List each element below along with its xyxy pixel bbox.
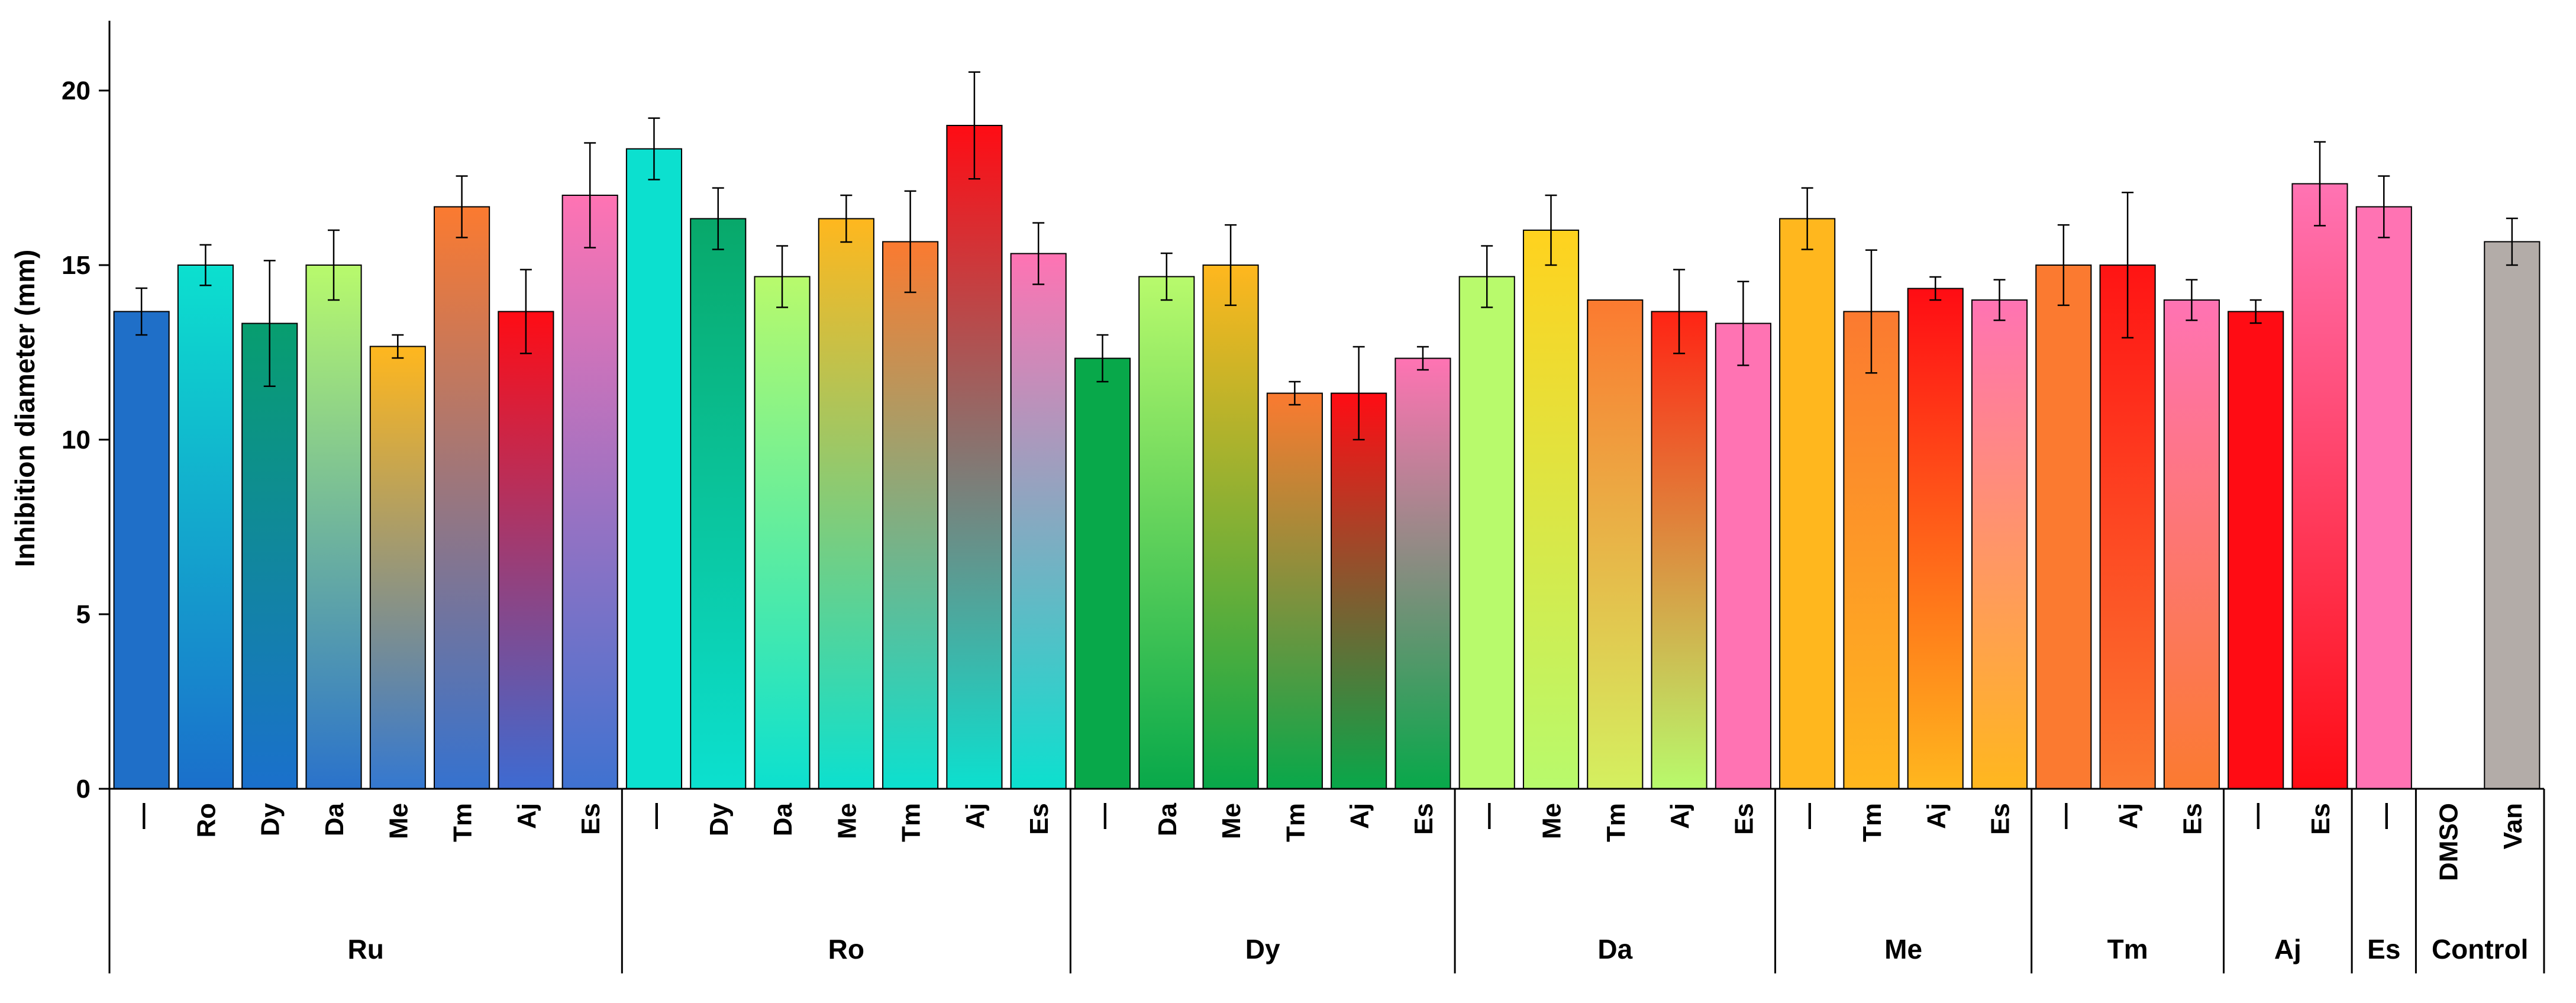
y-tick-label: 20 <box>62 76 91 105</box>
category-label: Es <box>1409 803 1438 835</box>
category-label: Me <box>384 803 413 839</box>
bar-ru-8 <box>561 195 618 789</box>
bar-dy-6 <box>1394 357 1451 789</box>
category-label: — <box>2242 803 2271 829</box>
category-label: Van <box>2498 803 2527 849</box>
category-label: Da <box>769 802 798 836</box>
bar-da-4 <box>1651 311 1707 789</box>
bar-dy-1 <box>1074 357 1131 789</box>
category-label: Da <box>1153 802 1182 836</box>
bar-ru-3 <box>241 322 298 789</box>
category-label: — <box>1089 803 1118 829</box>
group-label: Me <box>1884 934 1922 965</box>
category-label: Aj <box>961 803 990 829</box>
category-label: Dy <box>256 802 285 836</box>
category-label: — <box>2050 803 2079 829</box>
bar-da-3 <box>1587 299 1644 789</box>
bar-me-2 <box>1843 311 1900 789</box>
bar-aj-2 <box>2291 183 2348 789</box>
y-tick-label: 10 <box>62 425 91 454</box>
bar-da-1 <box>1458 276 1515 790</box>
bar-es-1 <box>2355 206 2412 790</box>
bar-dy-2 <box>1138 276 1195 790</box>
bar-ro-6 <box>946 125 1003 789</box>
bar-tm-1 <box>2035 265 2092 789</box>
category-label: — <box>2370 803 2399 829</box>
bar-ru-7 <box>498 311 554 789</box>
bar-ru-4 <box>305 265 362 789</box>
group-label: Control <box>2432 934 2529 965</box>
category-label: Me <box>1217 803 1246 839</box>
category-label: Aj <box>1922 803 1951 829</box>
category-label: Aj <box>1665 803 1694 829</box>
group-label: Da <box>1597 934 1632 965</box>
category-label: — <box>1794 803 1823 829</box>
category-label: Tm <box>1602 803 1631 842</box>
y-tick-label: 0 <box>76 775 91 804</box>
bar-da-5 <box>1715 322 1771 789</box>
bar-tm-3 <box>2163 299 2220 789</box>
category-label: Aj <box>2114 803 2143 829</box>
category-label: Me <box>1538 803 1567 839</box>
bar-aj-1 <box>2228 311 2284 789</box>
category-label: — <box>640 803 669 829</box>
group-label: Aj <box>2274 934 2301 965</box>
category-label: Tm <box>1858 803 1887 842</box>
bar-control-2 <box>2484 241 2541 790</box>
bar-ru-5 <box>369 346 426 789</box>
bars <box>113 125 2541 790</box>
category-label: Tm <box>897 803 926 842</box>
bar-dy-5 <box>1331 392 1387 789</box>
bar-dy-4 <box>1266 392 1323 789</box>
x-axis: — Ro Dy Da Me Tm Aj Es Ru — Dy Da Me Tm Aj Es Ro — Da Me Tm A… <box>108 788 2545 973</box>
group-label: Ro <box>828 934 864 965</box>
bar-me-3 <box>1907 288 1964 789</box>
group-label: Es <box>2367 934 2400 965</box>
category-label: — <box>128 803 157 829</box>
group-label: Tm <box>2107 934 2148 965</box>
category-label: Tm <box>1281 803 1310 842</box>
category-label: Es <box>2306 803 2335 835</box>
bar-ro-5 <box>882 241 939 790</box>
category-label: Es <box>1986 803 2015 835</box>
bar-ro-2 <box>690 218 747 789</box>
category-label: Es <box>1025 803 1054 835</box>
category-label: Dy <box>705 802 734 836</box>
category-label: Es <box>2178 803 2207 835</box>
category-label: Aj <box>512 803 541 829</box>
category-label: Ro <box>192 803 221 838</box>
bar-ro-1 <box>625 148 683 789</box>
category-label: Tm <box>448 803 477 842</box>
y-tick-label: 15 <box>62 251 91 280</box>
y-tick-label: 5 <box>76 600 91 629</box>
category-label: Aj <box>1345 803 1374 829</box>
y-axis-title: Inhibition diameter (mm) <box>9 250 40 567</box>
category-label: Es <box>1729 803 1758 835</box>
bar-ro-7 <box>1010 253 1067 789</box>
bar-ru-1 <box>113 311 170 789</box>
bar-me-4 <box>1971 299 2028 789</box>
bar-da-2 <box>1522 230 1580 789</box>
category-label: Es <box>576 803 605 835</box>
category-label: DMSO <box>2435 803 2464 881</box>
group-label: Ru <box>347 934 383 965</box>
bar-ru-2 <box>177 265 234 789</box>
y-axis: 0 5 10 15 20 <box>62 21 111 804</box>
bar-ro-4 <box>818 218 874 789</box>
category-label: Me <box>832 803 861 839</box>
bar-ru-6 <box>434 206 490 790</box>
bar-dy-3 <box>1202 265 1259 789</box>
category-label: — <box>1473 803 1502 829</box>
error-bars <box>135 71 2518 441</box>
category-label: Da <box>320 802 349 836</box>
bar-ro-3 <box>754 276 811 790</box>
group-label: Dy <box>1245 934 1280 965</box>
bar-tm-2 <box>2099 265 2156 789</box>
bar-me-1 <box>1779 218 1836 789</box>
